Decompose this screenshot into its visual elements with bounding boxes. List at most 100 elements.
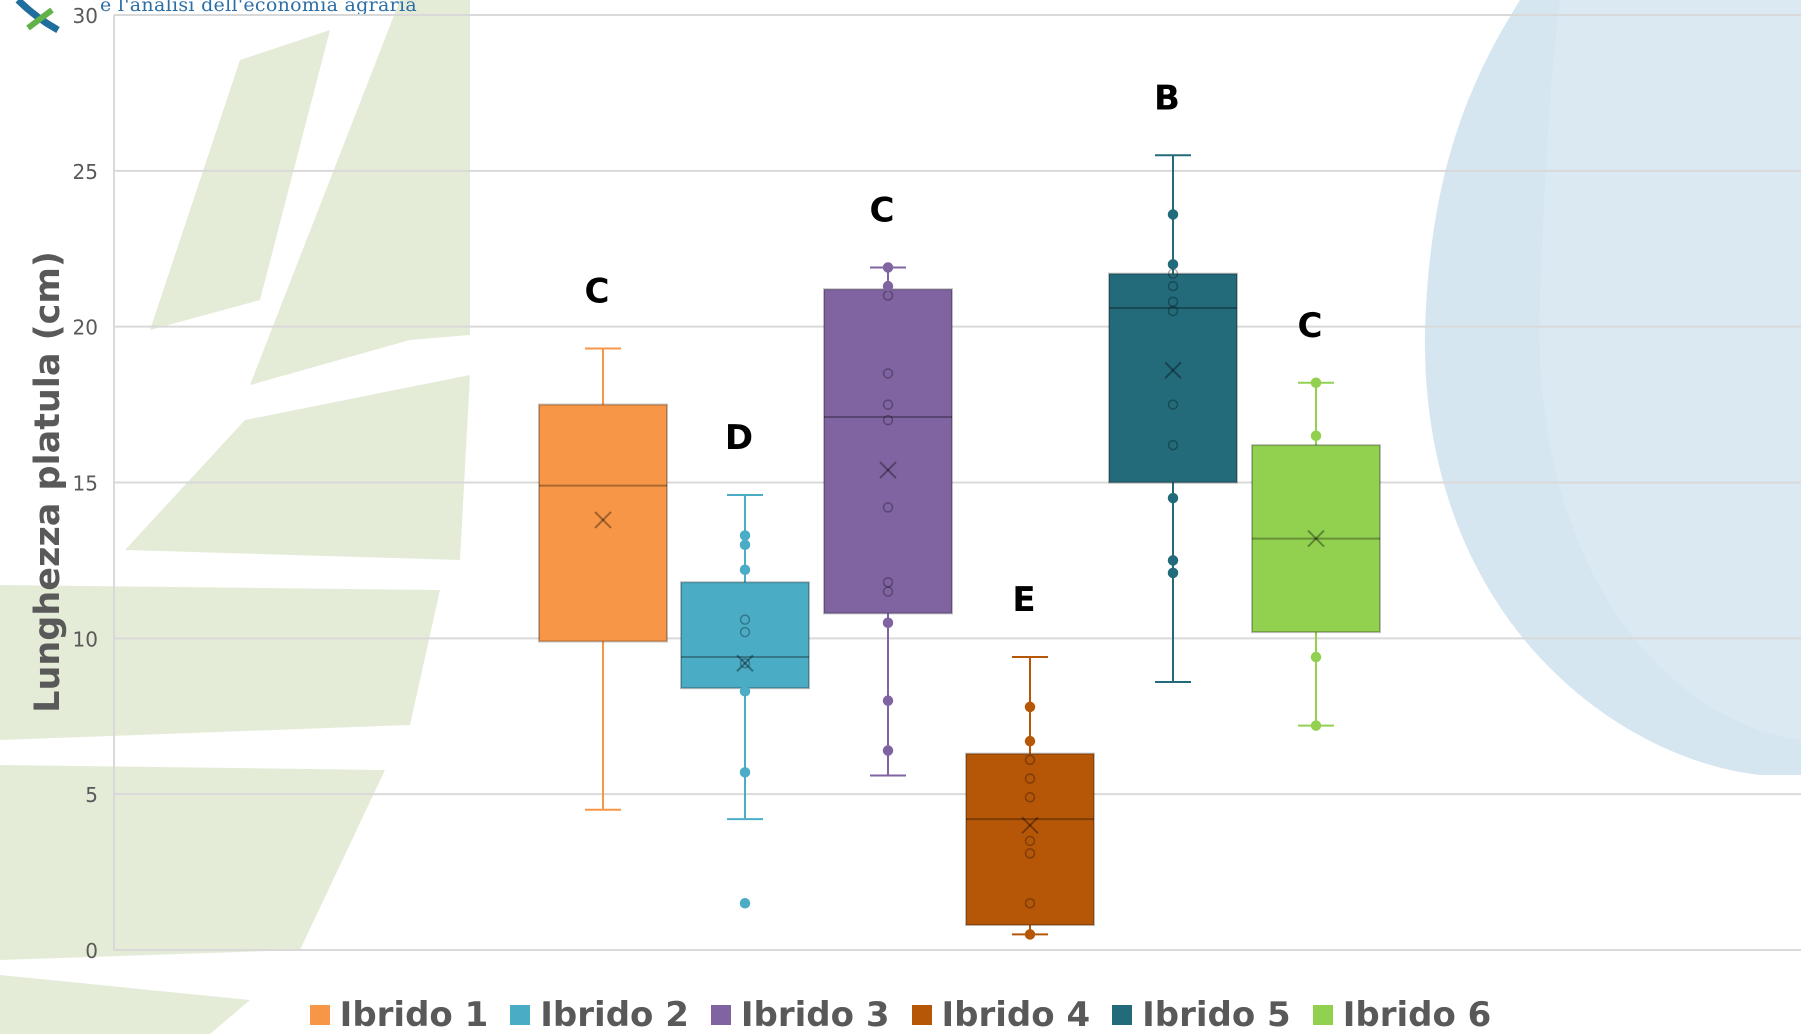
data-point bbox=[1024, 929, 1036, 940]
legend-swatch bbox=[510, 1005, 531, 1025]
mean-marker bbox=[879, 461, 897, 479]
data-point bbox=[1310, 377, 1322, 389]
logo-mark bbox=[15, 0, 60, 34]
gridlines bbox=[113, 14, 1801, 951]
data-point bbox=[882, 617, 894, 628]
data-point bbox=[882, 695, 894, 706]
data-point bbox=[1024, 848, 1036, 859]
data-point bbox=[739, 539, 751, 551]
y-tick-label: 25 bbox=[73, 160, 98, 184]
legend-item-5: Ibrido 5 bbox=[1112, 995, 1291, 1035]
data-point bbox=[739, 898, 751, 909]
data-point bbox=[739, 626, 751, 638]
data-point bbox=[1310, 430, 1322, 441]
data-point bbox=[1167, 296, 1179, 307]
data-point bbox=[1167, 492, 1179, 504]
data-point bbox=[739, 767, 751, 778]
box-series-2 bbox=[680, 493, 810, 909]
legend-label: Ibrido 1 bbox=[339, 995, 489, 1035]
box-series-6 bbox=[1251, 377, 1381, 731]
mean-marker bbox=[594, 511, 612, 529]
legend-label: Ibrido 4 bbox=[941, 995, 1091, 1035]
data-point bbox=[882, 576, 894, 588]
data-point bbox=[1167, 399, 1179, 410]
box-iqr bbox=[1251, 444, 1381, 634]
box-iqr bbox=[965, 752, 1095, 927]
legend-item-3: Ibrido 3 bbox=[710, 995, 890, 1035]
data-point bbox=[739, 530, 751, 541]
data-point bbox=[882, 399, 894, 410]
data-point bbox=[882, 368, 894, 379]
data-point bbox=[1310, 720, 1322, 731]
data-point bbox=[1167, 567, 1179, 579]
legend-label: Ibrido 6 bbox=[1342, 995, 1492, 1035]
data-point bbox=[882, 262, 894, 273]
leaf-shape bbox=[0, 765, 385, 960]
group-letters: C D C E B C bbox=[585, 78, 1323, 620]
box-series-3 bbox=[823, 262, 953, 777]
legend-label: Ibrido 5 bbox=[1142, 995, 1291, 1035]
data-point bbox=[739, 658, 751, 669]
data-point bbox=[1310, 651, 1322, 663]
mean-marker bbox=[1307, 529, 1325, 548]
y-tick-label: 0 bbox=[85, 939, 98, 963]
legend-item-4: Ibrido 4 bbox=[911, 995, 1091, 1035]
data-point bbox=[1024, 835, 1036, 847]
data-point bbox=[1024, 754, 1036, 766]
significance-letter: E bbox=[1012, 580, 1035, 620]
legend-swatch bbox=[309, 1005, 330, 1025]
y-axis-label: Lunghezza platula (cm) bbox=[28, 251, 68, 713]
mean-marker bbox=[1021, 816, 1039, 835]
significance-letter: C bbox=[1298, 306, 1323, 346]
significance-letter: C bbox=[870, 190, 895, 230]
y-axis-ticks: 0 5 10 15 20 25 30 bbox=[73, 4, 98, 963]
box-iqr bbox=[680, 581, 810, 690]
data-point bbox=[882, 745, 894, 756]
data-point bbox=[1167, 305, 1179, 317]
y-tick-label: 15 bbox=[73, 472, 98, 496]
boxes bbox=[538, 154, 1381, 940]
water-drop-shape bbox=[1539, 0, 1801, 740]
data-point bbox=[1167, 439, 1179, 451]
data-point bbox=[1024, 773, 1036, 784]
data-point bbox=[1167, 259, 1179, 270]
leaf-shape bbox=[150, 30, 330, 330]
y-tick-label: 30 bbox=[73, 4, 98, 28]
data-point bbox=[882, 414, 894, 426]
y-tick-label: 5 bbox=[85, 783, 98, 807]
legend-label: Ibrido 3 bbox=[740, 995, 890, 1035]
data-point bbox=[882, 586, 894, 597]
legend-label: Ibrido 2 bbox=[540, 995, 689, 1035]
data-point bbox=[882, 280, 894, 292]
box-series-4 bbox=[965, 656, 1095, 940]
data-point bbox=[739, 686, 751, 697]
data-point bbox=[1167, 280, 1179, 292]
box-series-1 bbox=[538, 347, 668, 811]
mean-marker bbox=[736, 654, 754, 672]
significance-letter: B bbox=[1154, 78, 1180, 118]
data-point bbox=[1167, 555, 1179, 566]
leaf-shape bbox=[0, 975, 250, 1034]
legend-swatch bbox=[911, 1005, 932, 1025]
leaf-shape bbox=[0, 585, 440, 740]
logo-text: e l'analisi dell'economia agraria bbox=[100, 0, 418, 16]
legend: Ibrido 1 Ibrido 2 Ibrido 3 Ibrido 4 Ibrido 5… bbox=[0, 995, 1801, 1035]
y-tick-label: 10 bbox=[73, 627, 98, 651]
data-point bbox=[739, 614, 751, 625]
legend-swatch bbox=[1312, 1005, 1333, 1025]
box-series-5 bbox=[1108, 154, 1238, 683]
data-point bbox=[1024, 898, 1036, 909]
leaf-shape bbox=[125, 375, 470, 560]
data-point bbox=[739, 564, 751, 576]
data-point bbox=[1024, 792, 1036, 803]
significance-letter: D bbox=[725, 418, 753, 458]
data-point bbox=[882, 502, 894, 513]
box-iqr bbox=[1108, 272, 1238, 484]
data-point bbox=[1024, 701, 1036, 713]
mean-marker bbox=[1164, 361, 1182, 380]
legend-swatch bbox=[710, 1005, 731, 1025]
legend-item-2: Ibrido 2 bbox=[510, 995, 689, 1035]
data-point bbox=[1167, 209, 1179, 220]
